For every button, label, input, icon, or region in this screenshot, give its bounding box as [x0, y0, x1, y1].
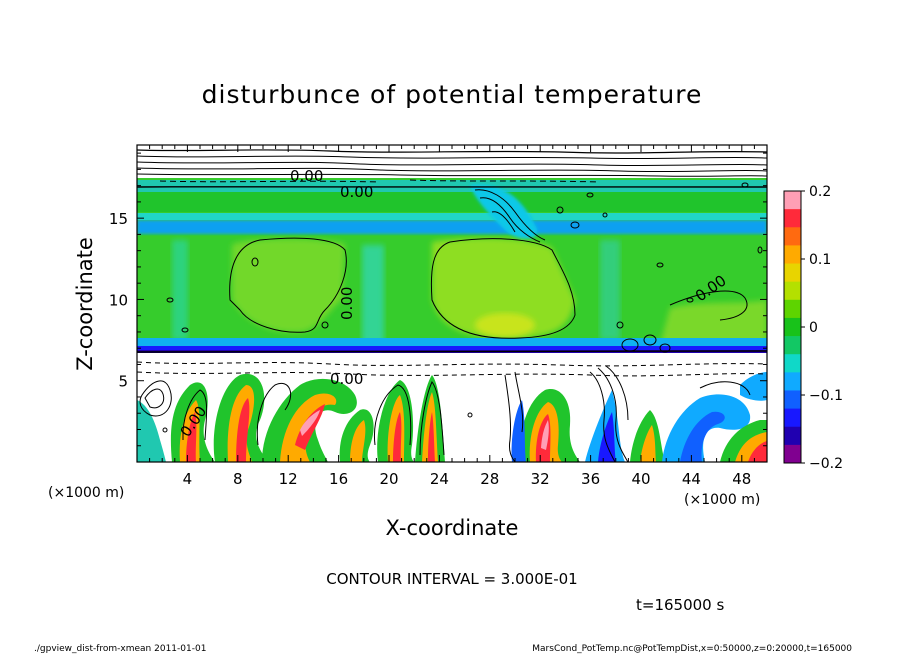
- colorbar-swatch: [784, 209, 801, 228]
- x-tick-label: 36: [581, 470, 600, 488]
- chart-title: disturbunce of potential temperature: [202, 80, 703, 109]
- colorbar-swatch: [784, 408, 801, 428]
- band-blue-7: [137, 338, 767, 348]
- band-green-17: [137, 192, 767, 212]
- contour-blobs: [162, 182, 763, 433]
- x-tick-label: 12: [279, 470, 298, 488]
- colorbar-swatch: [784, 191, 801, 210]
- colorbar-swatch: [784, 390, 801, 410]
- colorbar-swatch: [784, 227, 801, 246]
- contour-label: 0.00: [340, 183, 373, 201]
- colorbar-swatch: [784, 281, 801, 301]
- x-tick-label: 28: [480, 470, 499, 488]
- convective-plumes: [137, 372, 767, 462]
- y-axis-ticks: 5 10 15: [109, 152, 767, 463]
- cyan-streak-1: [172, 240, 188, 340]
- contour-label: 0.00: [330, 370, 363, 388]
- contour-interval: CONTOUR INTERVAL = 3.000E-01: [326, 570, 577, 588]
- x-tick-label: 8: [233, 470, 243, 488]
- colorbar-swatch: [784, 444, 801, 464]
- colorbar-tick-label: −0.2: [809, 456, 843, 472]
- warm-patch-left: [232, 238, 345, 333]
- y-tick-label: 5: [118, 373, 128, 391]
- x-tick-label: 4: [183, 470, 193, 488]
- contour-lines: [137, 149, 767, 462]
- x-tick-label: 40: [631, 470, 650, 488]
- x-tick-label: 16: [329, 470, 348, 488]
- colorbar-swatch: [784, 426, 801, 446]
- colorbar-swatch: [784, 354, 801, 373]
- cyan-streak-2: [362, 245, 384, 345]
- y-axis-label: Z-coordinate: [73, 237, 97, 371]
- cyan-streak-3: [600, 240, 620, 340]
- colorbar-swatch: [784, 372, 801, 391]
- band-darkblue-7: [137, 346, 767, 351]
- band-blue-15: [137, 220, 767, 234]
- z-unit-label: (×1000 m): [48, 485, 124, 501]
- band-cyan-16: [137, 213, 767, 220]
- colorbar-tick-label: −0.1: [809, 388, 843, 404]
- warm-patch-center: [432, 238, 575, 339]
- x-tick-label: 32: [531, 470, 550, 488]
- warm-patch-right: [660, 300, 767, 345]
- time-label: t=165000 s: [636, 596, 724, 614]
- band-cyan-18: [137, 180, 767, 192]
- yellow-spot: [475, 313, 535, 337]
- colorbar-swatch: [784, 245, 801, 265]
- heatmap-field: 0.00 0.00 0.00 0.00 0.00 0.00: [137, 145, 767, 462]
- colorbar-tick-label: 0.2: [809, 184, 831, 200]
- x-axis-label: X-coordinate: [386, 516, 519, 540]
- colorbar-swatch: [784, 263, 801, 283]
- x-tick-label: 20: [379, 470, 398, 488]
- x-unit-label: (×1000 m): [684, 492, 760, 508]
- contour-label: 0.00: [338, 287, 356, 320]
- colorbar-ticks: 0.2 0.1 0 −0.1 −0.2: [801, 184, 843, 472]
- colorbar-swatch: [784, 336, 801, 355]
- colorbar: [784, 191, 801, 464]
- x-tick-label: 44: [682, 470, 701, 488]
- footer-right: MarsCond_PotTemp.nc@PotTempDist,x=0:5000…: [532, 644, 852, 654]
- contour-label: 0.00: [290, 167, 323, 185]
- footer-left: ./gpview_dist-from-xmean 2011-01-01: [34, 644, 206, 654]
- x-tick-label: 48: [732, 470, 751, 488]
- colorbar-tick-label: 0.1: [809, 252, 831, 268]
- colorbar-tick-label: 0: [809, 320, 818, 336]
- x-tick-label: 24: [430, 470, 449, 488]
- x-axis-ticks: 4 8 12 16 20 24 28 32 36 40 44 48: [136, 145, 768, 488]
- colorbar-swatch: [784, 317, 801, 337]
- colorbar-swatch: [784, 299, 801, 319]
- y-tick-label: 15: [109, 210, 128, 228]
- y-tick-label: 10: [109, 291, 128, 309]
